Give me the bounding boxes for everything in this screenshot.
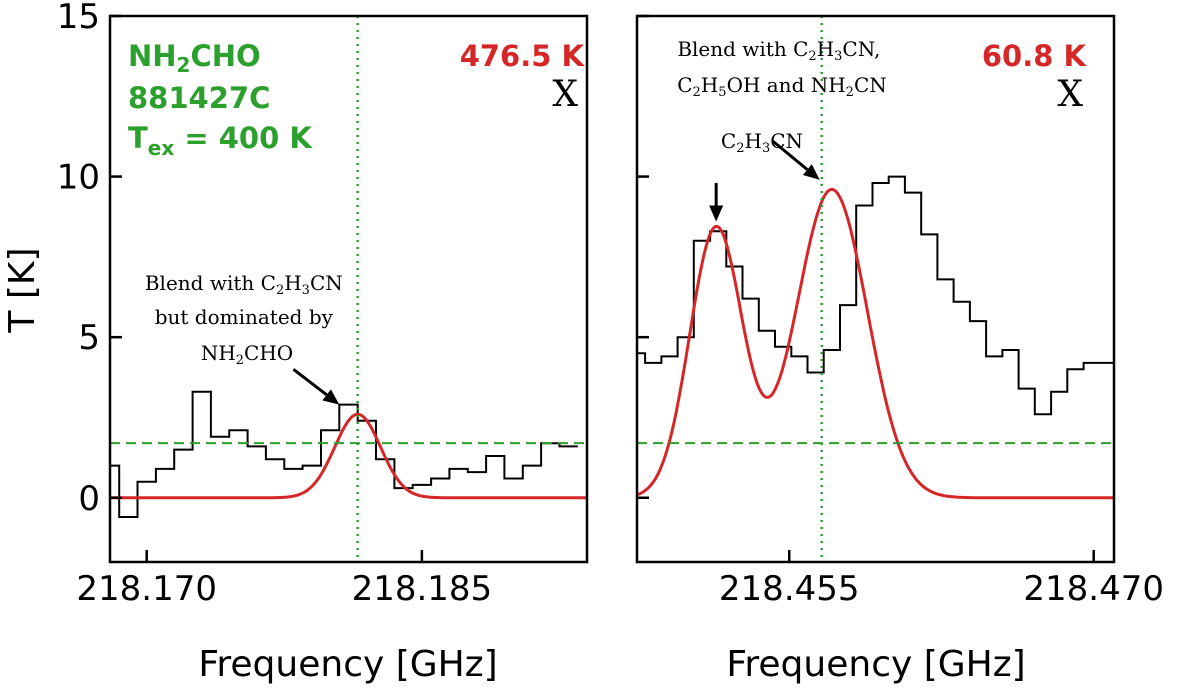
- right-temperature-label: 60.8 K: [982, 39, 1088, 73]
- left-observed-steps: [110, 390, 578, 518]
- right-blend-annotation-text: Blend with C2H3CN, C2H5OH and NH2CN: [677, 37, 887, 100]
- right-observed-steps: [637, 175, 1114, 416]
- left-ytick-label: 10: [57, 158, 100, 198]
- left-model-path: [110, 412, 587, 500]
- y-axis-title: T [K]: [2, 247, 43, 333]
- right-xtick-label: 218.470: [1023, 569, 1164, 609]
- right-model-curve: [636, 187, 1114, 500]
- left-model-curve: [110, 412, 587, 500]
- left-blend-arrow-head: [322, 389, 340, 405]
- left-temperature-label: 476.5 K: [460, 39, 586, 73]
- left-blend-arrow-shaft: [292, 368, 328, 397]
- right-c2h3cn-annotation-text: C2H3CN: [721, 129, 803, 156]
- right-plot-frame: [635, 14, 1116, 564]
- left-ytick-label: 0: [78, 479, 100, 519]
- left-annotation-arrow: [292, 368, 340, 405]
- right-model-path: [636, 187, 1114, 500]
- right-x-axis-title: Frequency [GHz]: [726, 644, 1025, 685]
- tex-label: Tex = 400 K: [128, 121, 313, 160]
- right-annotation-arrows: [709, 140, 820, 222]
- right-xtick-label: 218.455: [719, 569, 860, 609]
- left-x-ticks: 218.170 218.185: [76, 550, 492, 609]
- right-y-ticks: [637, 14, 649, 500]
- right-blend-arrow-shaft: [772, 140, 809, 171]
- source-label: 881427C: [128, 81, 270, 115]
- right-c2h3cn-arrow-head: [709, 205, 724, 222]
- left-x-axis-title: Frequency [GHz]: [198, 644, 497, 685]
- right-blend-arrow-head: [802, 164, 820, 180]
- left-ytick-label: 5: [78, 318, 100, 358]
- species-label: NH2CHO: [128, 39, 261, 77]
- left-xtick-label: 218.185: [352, 569, 493, 609]
- left-y-ticks: 0 5 10 15: [57, 0, 122, 519]
- left-marker-label: X: [552, 74, 578, 115]
- left-ytick-label: 15: [57, 0, 100, 37]
- right-observed-spectrum: [637, 175, 1114, 416]
- left-annotation-text: Blend with C2H3CN but dominated by NH2CH…: [145, 271, 349, 368]
- right-panel: 218.455 218.470 Frequency [GHz] 60.8 K X …: [635, 14, 1164, 685]
- right-marker-label: X: [1057, 74, 1083, 115]
- right-x-ticks: 218.455 218.470: [719, 550, 1164, 609]
- left-panel: 0 5 10 15 218.170 218.185 T [K] Frequency [G…: [2, 0, 589, 685]
- left-xtick-label: 218.170: [76, 569, 217, 609]
- left-plot-frame: [108, 14, 589, 564]
- left-observed-spectrum: [110, 390, 578, 518]
